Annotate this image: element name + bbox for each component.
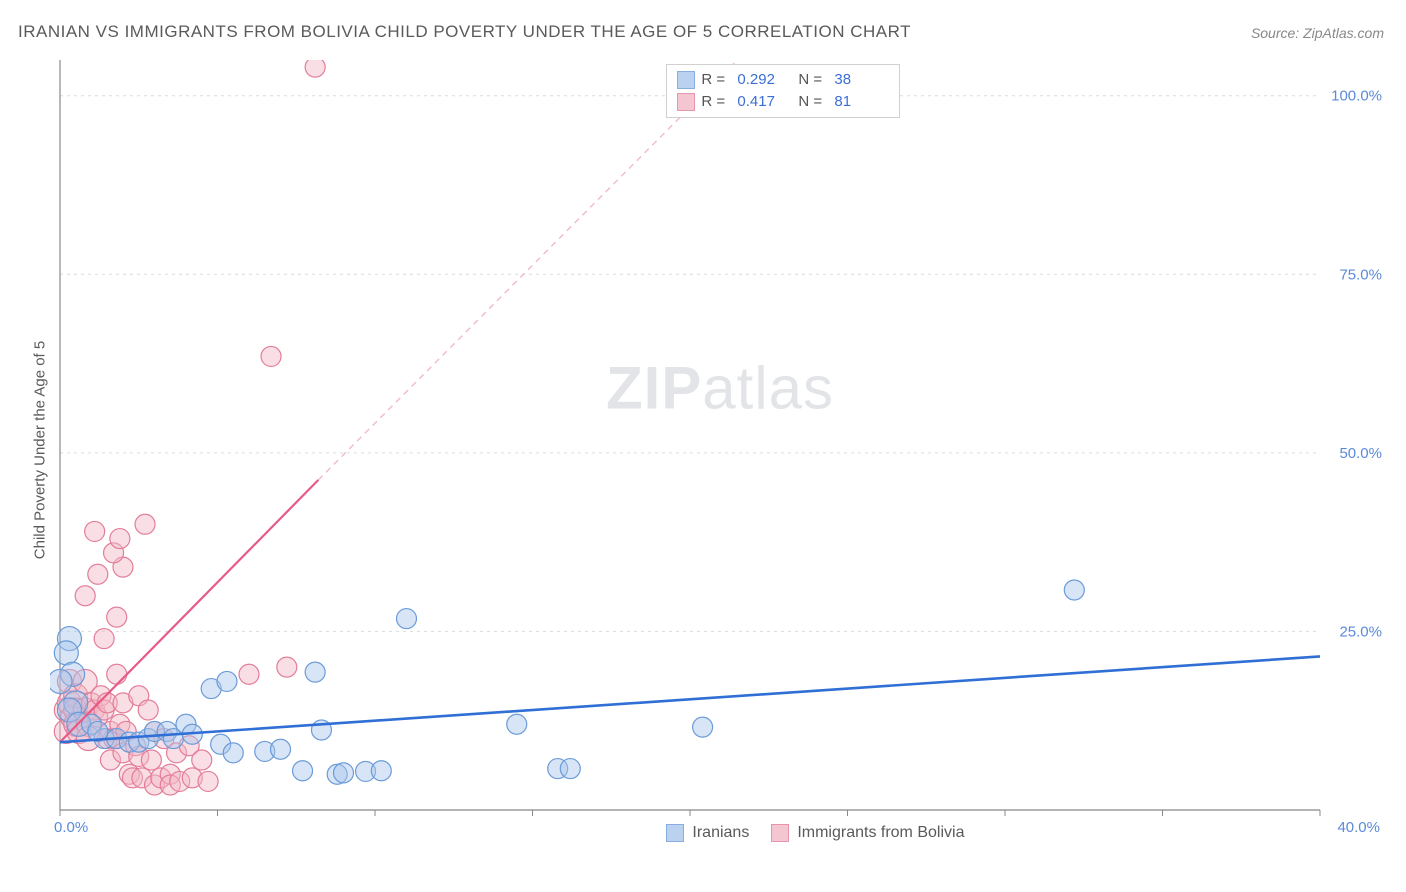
swatch-bolivia-icon — [677, 93, 695, 111]
stat-r-value-iranians: 0.292 — [737, 69, 792, 91]
legend-label-iranians: Iranians — [692, 824, 749, 842]
legend-item-bolivia: Immigrants from Bolivia — [771, 824, 964, 842]
chart-container: Child Poverty Under the Age of 5 ZIPatla… — [50, 60, 1390, 840]
svg-text:100.0%: 100.0% — [1331, 88, 1382, 105]
stat-r-label: R = — [701, 91, 731, 113]
swatch-iranians-icon — [666, 824, 684, 842]
svg-text:0.0%: 0.0% — [54, 819, 88, 836]
scatter-plot: 25.0% 50.0% 75.0% 100.0% 0.0% 40.0% — [50, 60, 1390, 840]
legend-label-bolivia: Immigrants from Bolivia — [797, 824, 964, 842]
stat-n-label: N = — [798, 69, 828, 91]
legend-stats-row-iranians: R = 0.292 N = 38 — [677, 69, 889, 91]
legend-item-iranians: Iranians — [666, 824, 749, 842]
stat-r-label: R = — [701, 69, 731, 91]
y-axis-label: Child Poverty Under the Age of 5 — [32, 341, 49, 559]
legend-series: Iranians Immigrants from Bolivia — [666, 824, 964, 842]
svg-text:50.0%: 50.0% — [1339, 445, 1382, 462]
svg-text:40.0%: 40.0% — [1337, 819, 1380, 836]
source-label: Source: ZipAtlas.com — [1251, 25, 1384, 41]
stat-r-value-bolivia: 0.417 — [737, 91, 792, 113]
stat-n-label: N = — [798, 91, 828, 113]
stat-n-value-iranians: 38 — [834, 69, 889, 91]
svg-text:75.0%: 75.0% — [1339, 266, 1382, 283]
legend-stats: R = 0.292 N = 38 R = 0.417 N = 81 — [666, 64, 900, 118]
stat-n-value-bolivia: 81 — [834, 91, 889, 113]
legend-stats-row-bolivia: R = 0.417 N = 81 — [677, 91, 889, 113]
swatch-bolivia-icon — [771, 824, 789, 842]
svg-text:25.0%: 25.0% — [1339, 623, 1382, 640]
swatch-iranians-icon — [677, 71, 695, 89]
chart-title: IRANIAN VS IMMIGRANTS FROM BOLIVIA CHILD… — [18, 22, 911, 42]
